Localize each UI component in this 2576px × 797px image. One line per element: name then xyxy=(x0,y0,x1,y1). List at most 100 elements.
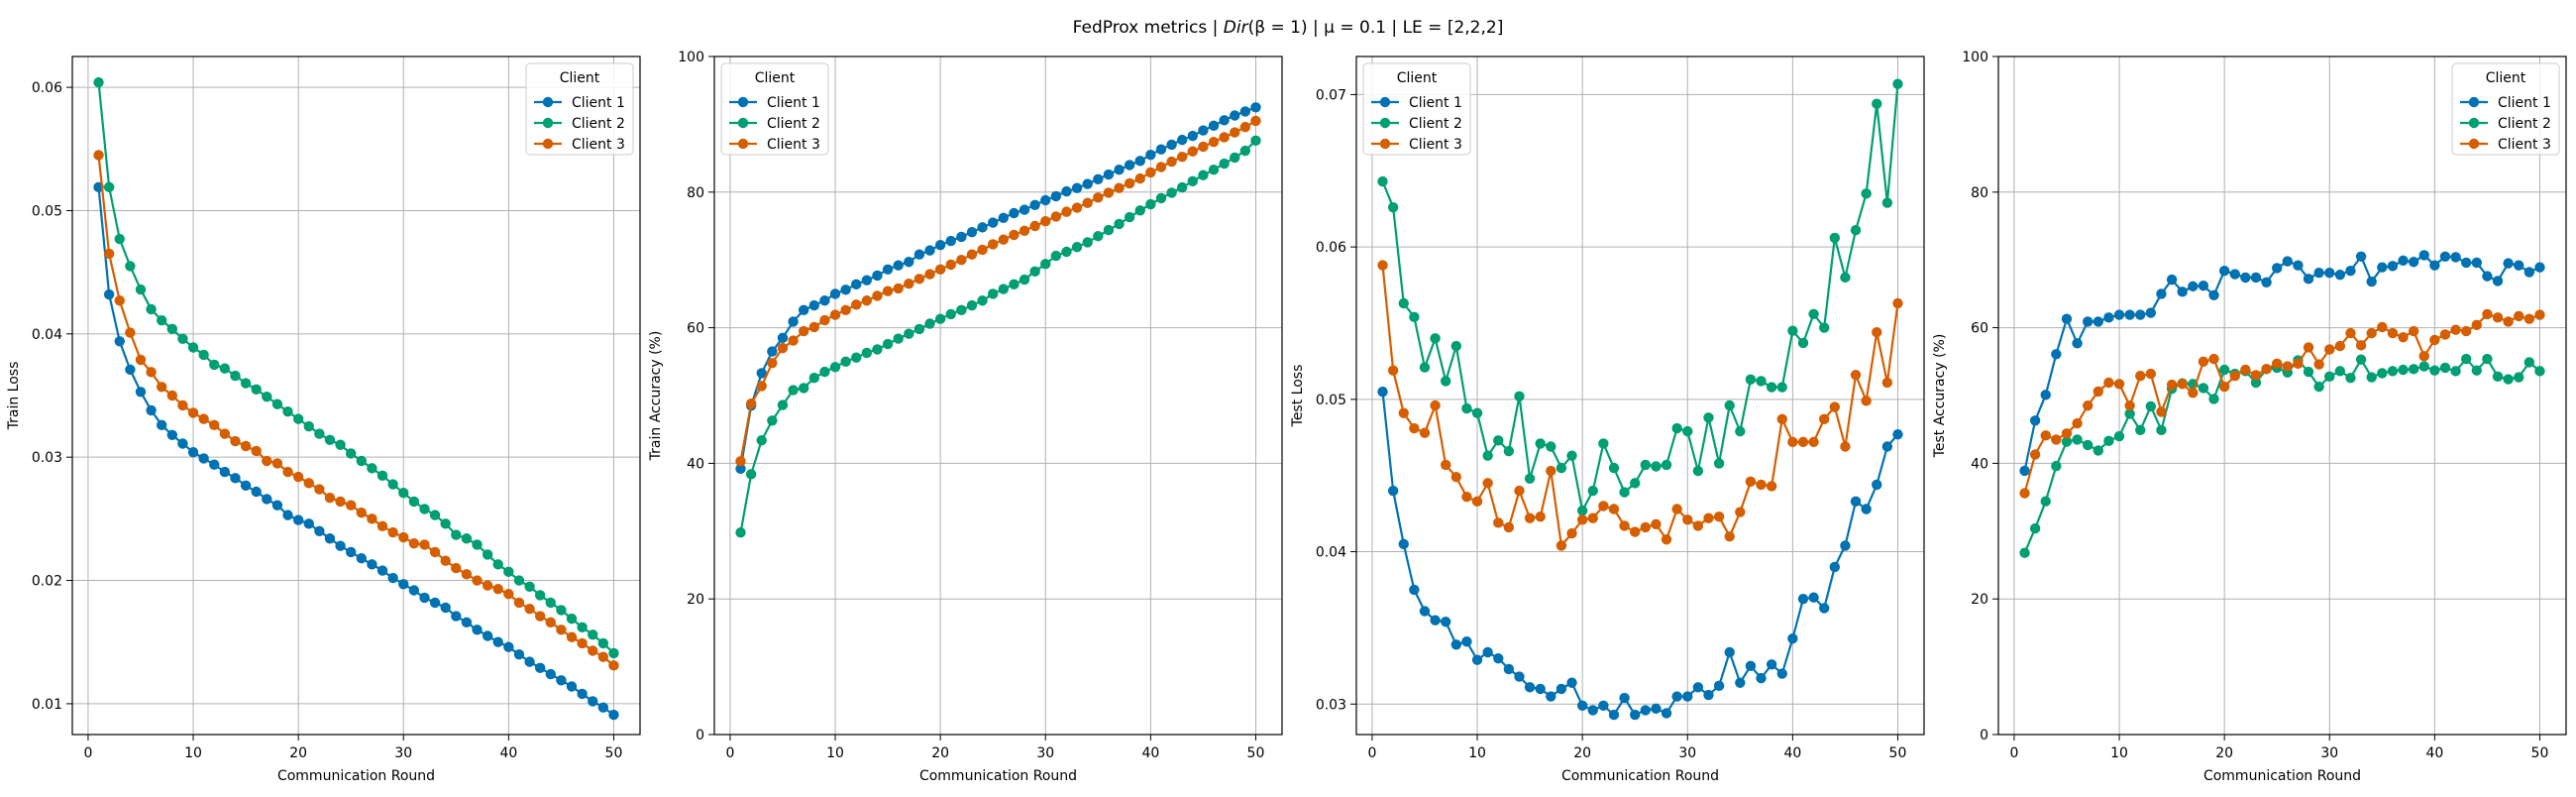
legend-marker xyxy=(1379,96,1391,108)
data-point xyxy=(1114,218,1125,230)
data-point xyxy=(1872,479,1882,491)
data-point xyxy=(1377,260,1388,271)
data-point xyxy=(1187,175,1199,187)
data-point xyxy=(1829,232,1841,244)
data-point xyxy=(1713,511,1725,522)
data-point xyxy=(262,392,272,402)
data-point xyxy=(1892,428,1903,440)
data-point xyxy=(1103,187,1115,198)
data-point xyxy=(2303,274,2314,285)
data-point xyxy=(2240,272,2251,284)
data-point xyxy=(292,514,304,525)
data-point xyxy=(1009,229,1020,241)
data-point xyxy=(2387,366,2399,377)
data-point xyxy=(387,526,398,538)
legend-label: Client 3 xyxy=(2498,137,2551,153)
data-point xyxy=(987,288,999,299)
data-point xyxy=(2145,400,2157,412)
data-point xyxy=(2408,257,2419,268)
data-point xyxy=(1440,617,1451,627)
data-point xyxy=(387,479,398,490)
data-point xyxy=(2135,309,2146,320)
data-point xyxy=(1208,165,1220,175)
data-point xyxy=(1566,450,1577,461)
series-2 xyxy=(735,135,1261,538)
data-point xyxy=(314,484,325,495)
data-point xyxy=(240,480,252,491)
series-line xyxy=(97,186,615,717)
data-point xyxy=(1619,520,1630,531)
data-point xyxy=(2177,379,2188,390)
data-point xyxy=(1745,660,1757,672)
data-point xyxy=(597,637,609,649)
chart-panel-4: 0 10 20 30 40 50 0 20 40 60 80 100 Communication Rou… xyxy=(1932,50,2567,784)
data-point xyxy=(1040,216,1051,227)
data-point xyxy=(125,261,136,272)
data-point xyxy=(1766,382,1777,393)
y-axis-label: Test Accuracy (%) xyxy=(1932,334,1948,459)
data-point xyxy=(376,470,388,482)
data-point xyxy=(1155,192,1167,204)
data-point xyxy=(314,525,325,536)
data-point xyxy=(135,387,147,398)
y-tick-label: 0.04 xyxy=(32,327,62,343)
x-tick-label: 0 xyxy=(83,745,92,761)
data-point xyxy=(1103,169,1115,180)
data-point xyxy=(1756,479,1767,491)
legend-marker xyxy=(2468,138,2480,150)
data-point xyxy=(767,346,778,357)
chart-panel-2: 0 10 20 30 40 50 0 20 40 60 80 100 Communication Rou… xyxy=(648,50,1283,784)
data-point xyxy=(1219,158,1230,170)
data-point xyxy=(798,325,809,337)
data-point xyxy=(1608,709,1620,721)
data-point xyxy=(1745,476,1757,488)
legend-marker xyxy=(1379,117,1391,129)
y-axis-label: Train Accuracy (%) xyxy=(648,331,664,462)
data-point xyxy=(1735,677,1746,688)
data-point xyxy=(1050,250,1062,262)
data-point xyxy=(146,404,157,416)
data-point xyxy=(1661,459,1672,471)
data-point xyxy=(1640,521,1652,533)
y-tick-label: 100 xyxy=(678,50,704,65)
data-point xyxy=(1797,594,1809,605)
data-point xyxy=(219,428,231,439)
data-point xyxy=(1808,436,1819,448)
data-point xyxy=(2366,372,2377,383)
data-point xyxy=(2166,274,2178,285)
legend-box xyxy=(720,62,829,156)
data-point xyxy=(945,308,956,320)
data-point xyxy=(798,304,809,316)
data-point xyxy=(2450,252,2461,263)
data-point xyxy=(408,538,420,549)
data-point xyxy=(2387,261,2399,272)
data-point xyxy=(345,448,357,459)
data-point xyxy=(2188,281,2199,292)
x-tick-label: 20 xyxy=(931,745,949,761)
data-point xyxy=(1208,136,1220,148)
data-point xyxy=(2534,309,2545,320)
data-point xyxy=(2514,260,2524,271)
data-point xyxy=(588,645,598,656)
data-point xyxy=(1093,173,1104,185)
x-tick-label: 0 xyxy=(1367,745,1376,761)
data-point xyxy=(767,415,778,426)
data-point xyxy=(103,288,115,300)
data-point xyxy=(419,504,430,514)
data-point xyxy=(1587,512,1598,523)
data-point xyxy=(1166,187,1177,198)
data-point xyxy=(292,413,304,424)
series-1 xyxy=(2019,250,2545,477)
data-point xyxy=(819,295,830,306)
data-point xyxy=(219,466,231,478)
data-point xyxy=(872,290,883,301)
x-tick-label: 40 xyxy=(1783,745,1801,761)
data-point xyxy=(503,566,514,578)
legend-box xyxy=(525,62,634,156)
data-point xyxy=(2029,522,2041,534)
data-point xyxy=(577,622,588,633)
data-point xyxy=(934,239,946,251)
data-point xyxy=(1471,654,1483,665)
data-point xyxy=(367,559,377,570)
data-point xyxy=(924,269,935,280)
